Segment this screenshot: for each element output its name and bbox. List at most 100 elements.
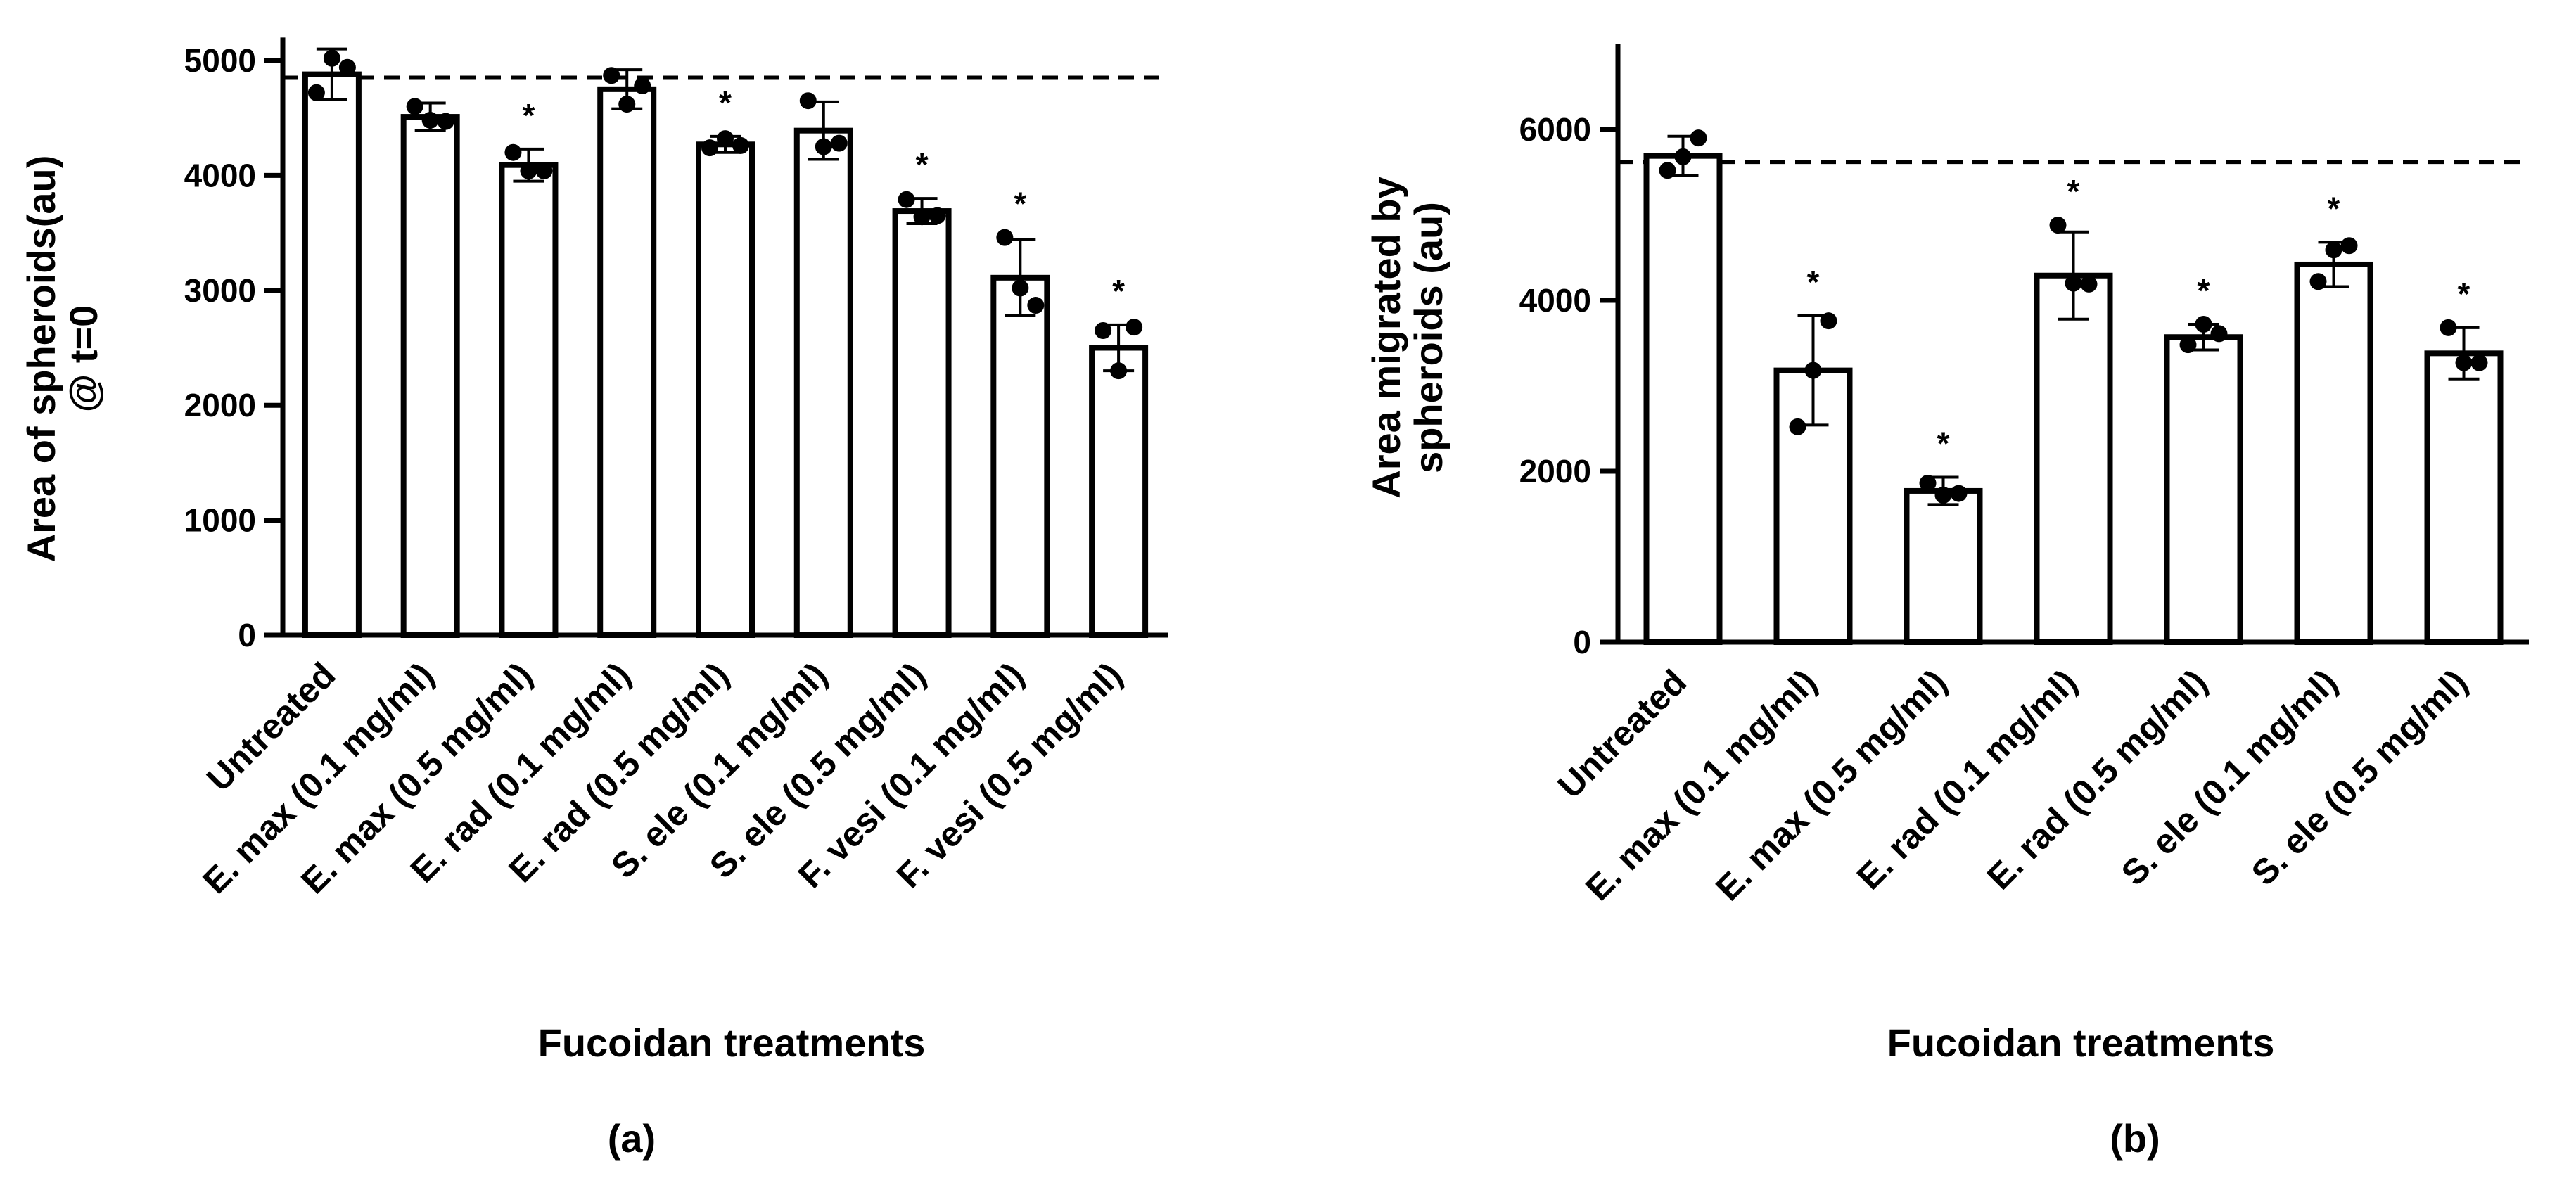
data-point <box>2470 354 2488 371</box>
data-point <box>1950 485 1968 502</box>
significance-star: * <box>2067 173 2080 210</box>
x-axis-title: Fucoidan treatments <box>538 1021 926 1065</box>
category-label: E. rad (0.1 mg/ml) <box>1849 662 2084 897</box>
data-point <box>603 67 620 84</box>
bar <box>2294 261 2373 646</box>
significance-star: * <box>1937 426 1950 462</box>
x-axis-title: Fucoidan treatments <box>1887 1021 2275 1065</box>
significance-star: * <box>2328 190 2340 226</box>
data-point <box>1820 312 1837 330</box>
data-point <box>2065 274 2082 292</box>
data-point <box>307 84 325 101</box>
y-axis-title: @ t=0 <box>61 305 106 413</box>
data-point <box>2179 336 2197 354</box>
y-axis-title: spheroids (au) <box>1406 202 1450 473</box>
data-point <box>799 92 817 110</box>
data-point <box>421 111 439 129</box>
y-tick-label: 6000 <box>1519 111 1591 148</box>
data-point <box>535 162 553 179</box>
data-point <box>1690 129 1707 147</box>
category-label: E. rad (0.5 mg/ml) <box>1979 662 2214 897</box>
bar <box>302 71 362 639</box>
y-axis-title: Area of spheroids(au) <box>19 155 63 563</box>
data-point <box>1095 321 1112 339</box>
data-point <box>1919 475 1937 492</box>
bar <box>696 141 755 639</box>
significance-star: * <box>916 146 929 183</box>
y-tick-label: 4000 <box>184 157 256 193</box>
data-point <box>618 96 636 113</box>
bar <box>1643 153 1723 646</box>
significance-star: * <box>2198 272 2210 309</box>
category-label: S. ele (0.1 mg/ml) <box>2114 662 2345 893</box>
data-point <box>830 134 848 152</box>
data-point <box>2049 217 2067 234</box>
data-point <box>996 229 1014 246</box>
bar <box>2034 272 2113 645</box>
category-label: S. ele (0.5 mg/ml) <box>2244 662 2475 893</box>
data-point <box>1659 162 1676 179</box>
bar <box>597 86 657 639</box>
panel-label: (b) <box>2110 1116 2160 1161</box>
data-point <box>520 162 537 179</box>
bar <box>2424 350 2504 645</box>
data-point <box>1934 487 1952 504</box>
significance-star: * <box>1014 186 1026 222</box>
data-point <box>1804 362 1822 379</box>
panel-label: (a) <box>608 1116 656 1161</box>
data-point <box>913 208 931 226</box>
bar <box>793 127 853 638</box>
y-tick-label: 5000 <box>184 42 256 79</box>
data-point <box>1674 148 1692 165</box>
significance-star: * <box>2458 276 2470 312</box>
significance-star: * <box>1807 264 1820 300</box>
data-point <box>1126 319 1143 336</box>
data-point <box>929 207 946 224</box>
bar <box>499 162 559 639</box>
data-point <box>338 58 356 76</box>
data-point <box>2210 325 2228 343</box>
bar <box>1089 345 1149 638</box>
data-point <box>504 143 522 161</box>
significance-star: * <box>1112 273 1125 309</box>
data-point <box>1789 418 1806 435</box>
bar <box>892 208 952 638</box>
data-point <box>2440 319 2457 336</box>
y-axis-title: Area migrated by <box>1364 177 1408 499</box>
data-point <box>898 191 915 208</box>
data-point <box>2080 275 2098 293</box>
data-point <box>1027 297 1045 314</box>
bar <box>1904 487 1983 645</box>
data-point <box>406 98 423 115</box>
data-point <box>717 130 734 148</box>
y-tick-label: 2000 <box>184 387 256 423</box>
significance-star: * <box>522 97 535 134</box>
data-point <box>323 49 340 67</box>
bar <box>990 274 1050 638</box>
data-point <box>701 139 718 157</box>
category-label: E. max (0.5 mg/ml) <box>1708 662 1954 908</box>
significance-star: * <box>719 84 732 121</box>
y-tick-label: 1000 <box>184 502 256 539</box>
bar <box>400 114 460 639</box>
data-point <box>815 138 832 155</box>
y-tick-label: 0 <box>1573 624 1591 660</box>
data-point <box>2309 273 2327 290</box>
y-tick-label: 4000 <box>1519 282 1591 319</box>
panel-b-chart: 0 2000 4000 6000 Untreated * E. max (0.1 mg/ml… <box>1364 44 2529 1161</box>
data-point <box>2340 237 2358 255</box>
data-point <box>634 77 651 94</box>
category-label: E. max (0.1 mg/ml) <box>1578 662 1824 908</box>
data-point <box>1012 279 1029 297</box>
data-point <box>437 113 454 130</box>
data-point <box>2325 241 2342 259</box>
category-label: Untreated <box>1550 662 1695 806</box>
data-point <box>732 136 749 154</box>
bar <box>2164 334 2243 645</box>
data-point <box>1110 362 1128 380</box>
data-point <box>2195 316 2212 333</box>
y-tick-label: 3000 <box>184 272 256 309</box>
data-point <box>2455 354 2473 371</box>
